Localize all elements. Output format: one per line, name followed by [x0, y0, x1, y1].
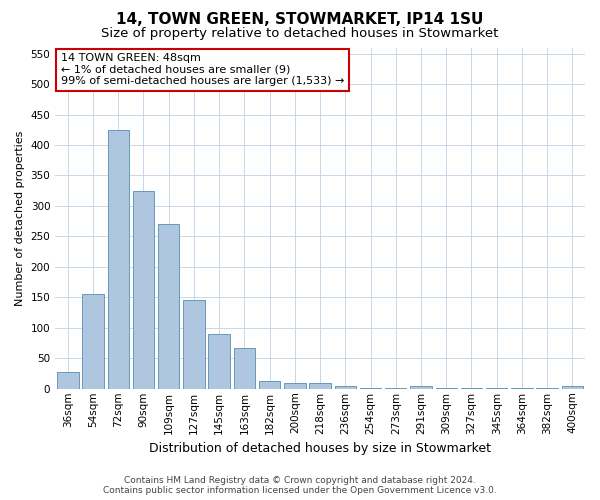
Bar	[107, 130, 129, 389]
Bar	[310, 382, 331, 389]
Bar	[385, 388, 406, 389]
Text: 14, TOWN GREEN, STOWMARKET, IP14 1SU: 14, TOWN GREEN, STOWMARKET, IP14 1SU	[116, 12, 484, 28]
Bar	[183, 300, 205, 389]
Text: Contains HM Land Registry data © Crown copyright and database right 2024.
Contai: Contains HM Land Registry data © Crown c…	[103, 476, 497, 495]
Y-axis label: Number of detached properties: Number of detached properties	[15, 130, 25, 306]
Bar	[486, 388, 508, 389]
Text: Size of property relative to detached houses in Stowmarket: Size of property relative to detached ho…	[101, 28, 499, 40]
Text: 14 TOWN GREEN: 48sqm
← 1% of detached houses are smaller (9)
99% of semi-detache: 14 TOWN GREEN: 48sqm ← 1% of detached ho…	[61, 53, 344, 86]
Bar	[410, 386, 432, 389]
Bar	[511, 388, 533, 389]
Bar	[335, 386, 356, 389]
Bar	[57, 372, 79, 389]
Bar	[208, 334, 230, 389]
Bar	[461, 388, 482, 389]
Bar	[360, 388, 381, 389]
X-axis label: Distribution of detached houses by size in Stowmarket: Distribution of detached houses by size …	[149, 442, 491, 455]
Bar	[259, 381, 280, 389]
Bar	[82, 294, 104, 389]
Bar	[158, 224, 179, 389]
Bar	[562, 386, 583, 389]
Bar	[133, 190, 154, 389]
Bar	[284, 382, 305, 389]
Bar	[536, 388, 558, 389]
Bar	[436, 388, 457, 389]
Bar	[233, 348, 255, 389]
